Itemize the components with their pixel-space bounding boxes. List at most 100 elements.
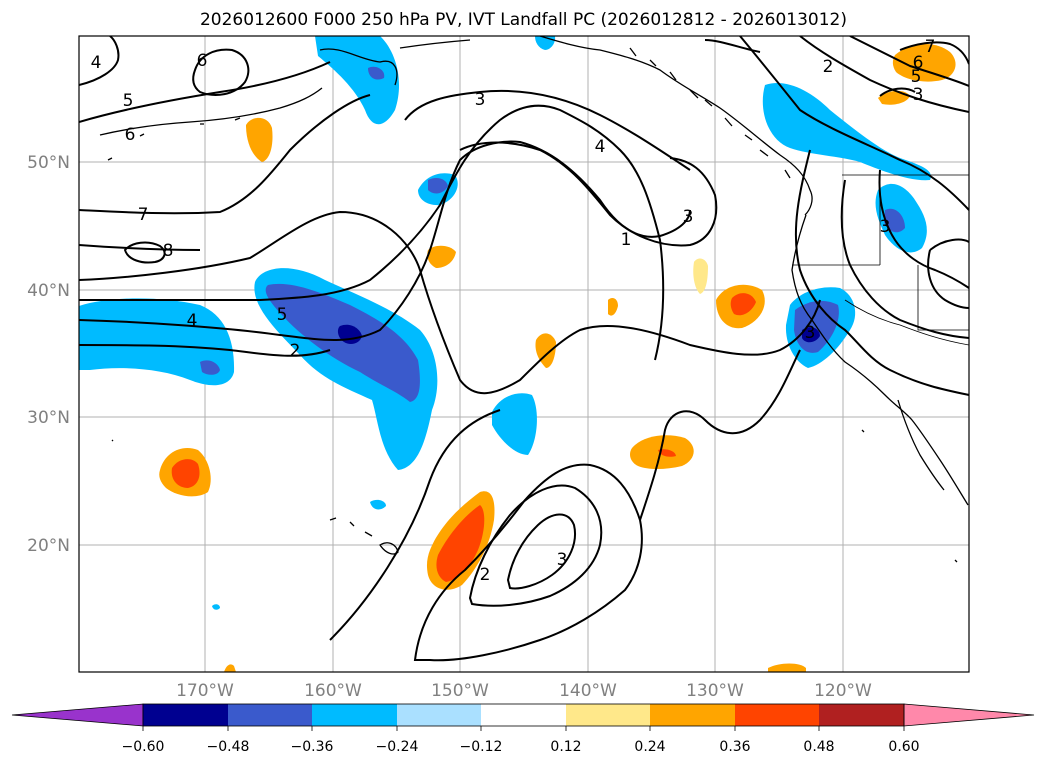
map-frame (78, 35, 970, 673)
neg-small-2-core (428, 178, 448, 194)
contour-12 (123, 241, 166, 264)
contour-label: 3 (880, 217, 891, 237)
colorbar: −0.60 −0.48 −0.36 −0.24 −0.12 0.12 0.24 … (11, 703, 1035, 755)
pos-northeast (892, 44, 956, 82)
contour-23 (878, 169, 969, 289)
colorbar-tick-label: −0.24 (376, 739, 419, 755)
contour-label: 2 (823, 57, 834, 77)
contour-label: 7 (138, 205, 149, 225)
colorbar-tick-label: 0.24 (634, 739, 665, 755)
colorbar-tick-label: 0.60 (888, 739, 919, 755)
colorbar-tick-label: 0.48 (803, 739, 834, 755)
contour-label: 6 (913, 53, 924, 73)
lat-label-30: 30°N (27, 408, 70, 428)
contour-labels: 4 6 5 6 7 8 4 5 2 3 4 1 3 2 7 6 5 3 3 3 … (91, 37, 936, 585)
lat-label-40: 40°N (27, 281, 70, 301)
contour-label: 8 (163, 241, 174, 261)
colorbar-frame (142, 703, 905, 727)
contour-1 (79, 210, 821, 395)
baja-peninsula (897, 399, 945, 491)
contour-19 (799, 36, 969, 113)
contour-label: 3 (557, 550, 568, 570)
contour-7 (79, 94, 371, 215)
contour-14 (468, 484, 603, 607)
pos-small-5 (608, 298, 618, 316)
contour-22 (840, 179, 969, 339)
colorbar-bin (397, 704, 481, 726)
contour-label: 3 (683, 207, 694, 227)
negative-anomalies (79, 36, 931, 610)
contour-label: 4 (187, 311, 198, 331)
contour-6 (404, 89, 691, 171)
colorbar-tick-label: −0.12 (460, 739, 503, 755)
lon-label-120: 120°W (814, 681, 872, 701)
coastlines (99, 36, 969, 563)
contour-label: 5 (277, 305, 288, 325)
colorbar-extend-low (11, 703, 144, 727)
contour-13 (413, 463, 643, 662)
colorbar-tick-label: −0.60 (122, 739, 165, 755)
contour-21 (794, 149, 969, 396)
positive-anomalies (159, 44, 956, 672)
longitude-labels: 170°W 160°W 150°W 140°W 130°W 120°W (176, 681, 872, 701)
neg-west-us-core (884, 208, 905, 233)
contour-label: 7 (925, 37, 936, 57)
contour-label: 4 (595, 137, 606, 157)
pos-small-1 (427, 245, 456, 268)
small-islands (111, 429, 958, 563)
lon-label-160: 160°W (304, 681, 362, 701)
contour-8 (79, 244, 201, 251)
contour-label: 3 (913, 85, 924, 105)
contour-16 (329, 409, 501, 641)
contour-5 (459, 141, 718, 247)
lon-label-150: 150°W (431, 681, 489, 701)
pos-offshore-ca-core (730, 293, 756, 316)
contour-17 (639, 349, 801, 521)
colorbar-bin (735, 704, 819, 726)
pos-west-pac-core (171, 459, 200, 488)
contour-label: 5 (911, 67, 922, 87)
contour-label: 4 (91, 53, 102, 73)
colorbar-tick-labels: −0.60 −0.48 −0.36 −0.24 −0.12 0.12 0.24 … (122, 739, 920, 755)
neg-small-4 (212, 604, 220, 610)
pos-northeast-small (878, 90, 910, 105)
pos-bottom (768, 663, 806, 672)
map-area: 4 6 5 6 7 8 4 5 2 3 4 1 3 2 7 6 5 3 3 3 … (79, 36, 969, 672)
latitude-labels: 50°N 40°N 30°N 20°N (27, 153, 70, 556)
figure-title: 2026012600 F000 250 hPa PV, IVT Landfall… (199, 10, 847, 30)
contour-26 (704, 39, 761, 53)
contour-label: 2 (480, 565, 491, 585)
colorbar-bin (481, 704, 566, 726)
colorbar-bin (312, 704, 397, 726)
contour-25 (879, 41, 969, 97)
alaska-coast (319, 36, 813, 216)
contour-label: 2 (290, 341, 301, 361)
colorbar-tick-label: 0.36 (719, 739, 750, 755)
neg-central-pacific-mid (265, 283, 420, 402)
borders (792, 174, 969, 346)
pos-east-pac-core (658, 449, 676, 457)
colorbar-bin (566, 704, 650, 726)
colorbar-bin (143, 704, 228, 726)
colorbar-tick-label: −0.36 (291, 739, 334, 755)
lat-label-20: 20°N (27, 536, 70, 556)
contour-11 (192, 48, 250, 96)
colorbar-tick-label: −0.48 (207, 739, 250, 755)
lon-label-170: 170°W (176, 681, 234, 701)
contour-15 (506, 513, 576, 590)
lon-label-130: 130°W (686, 681, 744, 701)
lat-label-50: 50°N (27, 153, 70, 173)
neg-west-band (79, 298, 235, 386)
bc-coast-islands (629, 47, 791, 179)
colorbar-bin (228, 704, 312, 726)
colorbar-ticks (142, 726, 905, 731)
neg-gulf-of-alaska (762, 82, 931, 181)
neg-small-3 (370, 499, 386, 510)
contour-label: 3 (805, 323, 816, 343)
contour-20 (849, 36, 969, 87)
contour-label: 1 (621, 230, 632, 250)
contour-label: 5 (123, 91, 134, 111)
contour-2 (79, 104, 665, 361)
contour-4 (79, 344, 331, 357)
